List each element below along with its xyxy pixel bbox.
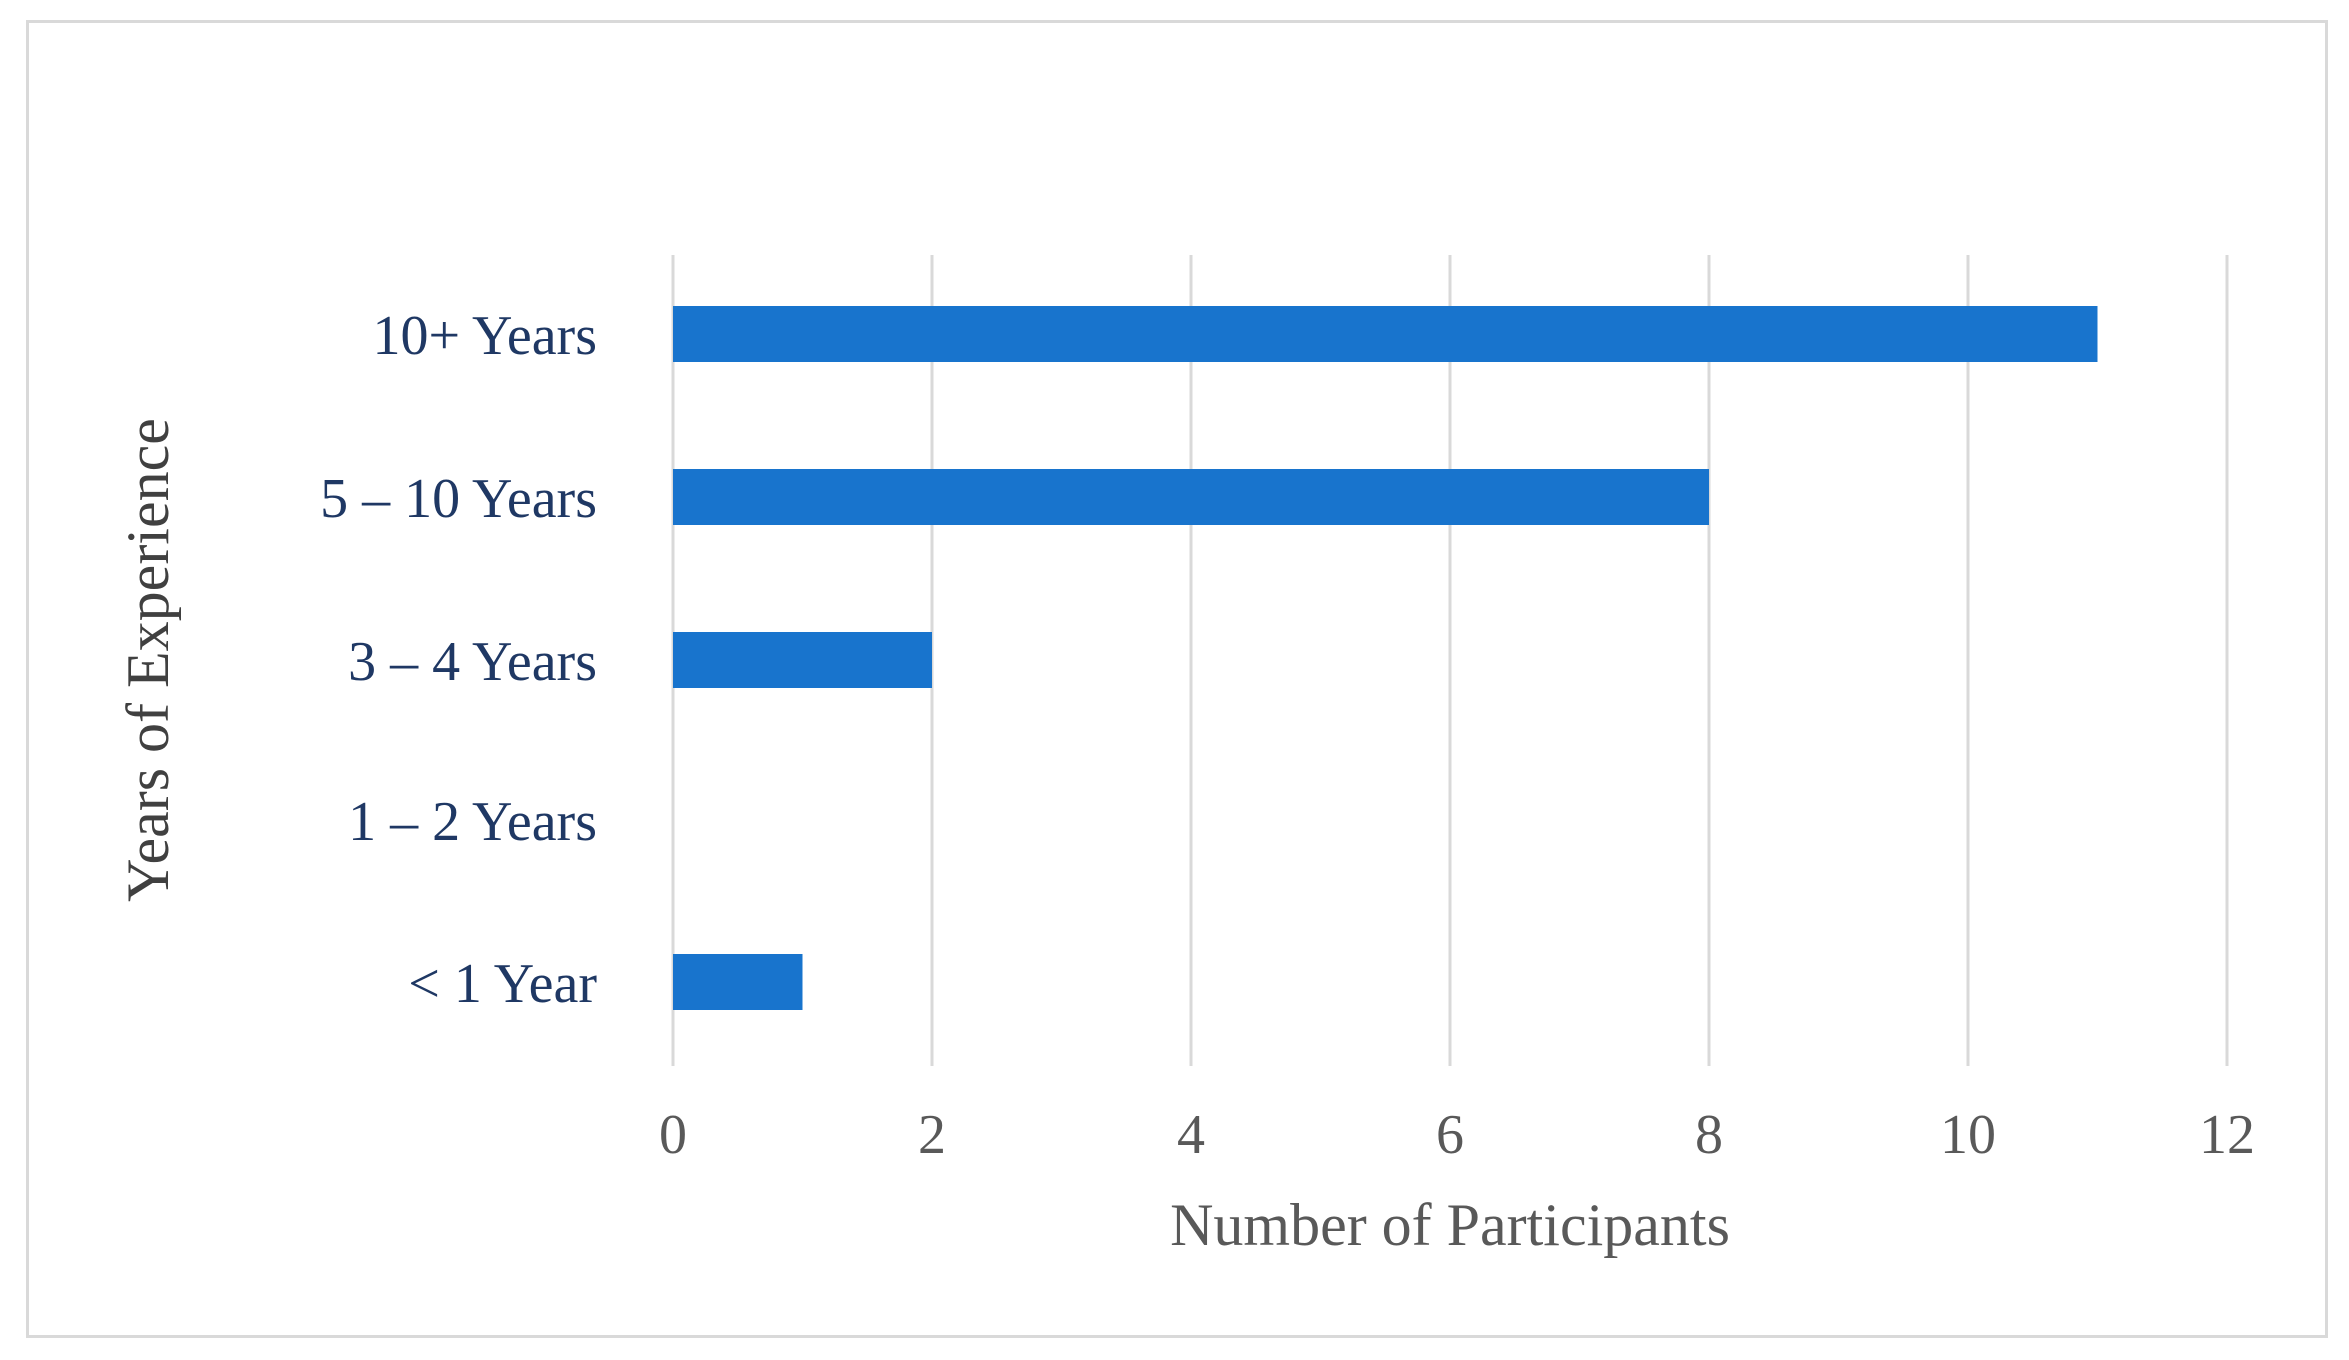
bar-1 — [673, 306, 2098, 362]
category-label: 10+ Years — [373, 305, 598, 367]
category-label: 3 – 4 Years — [348, 631, 597, 693]
x-tick-label: 2 — [918, 1104, 946, 1166]
gridlines — [671, 255, 2229, 1066]
x-tick-label: 0 — [659, 1104, 687, 1166]
x-tick-label: 12 — [2199, 1104, 2255, 1166]
x-tick-label: 8 — [1695, 1104, 1723, 1166]
category-label: 5 – 10 Years — [320, 468, 597, 530]
x-tick-label: 10 — [1940, 1104, 1996, 1166]
bar-2 — [673, 469, 1709, 525]
bars — [673, 306, 2098, 1010]
chart-frame — [26, 20, 2328, 1338]
x-tick-label: 4 — [1177, 1104, 1205, 1166]
category-labels: 10+ Years 5 – 10 Years 3 – 4 Years 1 – 2 Ye… — [320, 305, 597, 1015]
x-tick-labels: 0 2 4 6 8 10 12 — [659, 1104, 2255, 1166]
bar-3 — [673, 632, 932, 688]
x-axis-title: Number of Participants — [1170, 1192, 1730, 1258]
x-tick-label: 6 — [1436, 1104, 1464, 1166]
y-axis-title: Years of Experience — [115, 418, 181, 902]
category-label: < 1 Year — [408, 953, 597, 1015]
category-label: 1 – 2 Years — [348, 791, 597, 853]
bar-5 — [673, 954, 803, 1010]
